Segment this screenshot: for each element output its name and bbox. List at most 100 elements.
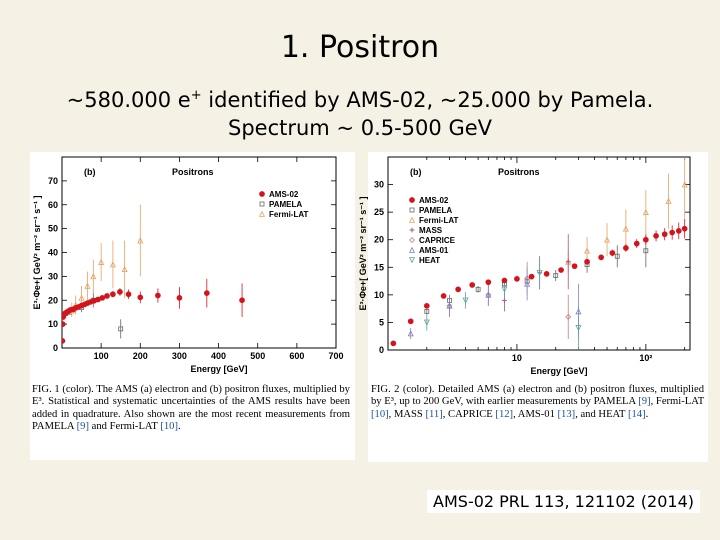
data-point — [424, 308, 430, 314]
caption-ref[interactable]: [9] — [638, 396, 651, 408]
caption-fig-label: FIG. 2 (color). — [371, 384, 435, 395]
data-point — [642, 208, 649, 215]
data-point — [104, 293, 110, 299]
series-pamela — [424, 234, 649, 315]
y-tick-label: 60 — [48, 200, 58, 210]
y-tick-label: 15 — [374, 262, 384, 272]
caption-text: and Fermi-LAT — [89, 420, 161, 432]
caption-ref[interactable]: [10] — [160, 420, 178, 432]
positron-flux-chart-log: 0 5 10 15 20 25 30 10 10² Energy [GeV] E³·Φe+[ GeV… — [358, 156, 691, 376]
x-tick-label: 400 — [211, 351, 226, 361]
legend-marker — [409, 207, 415, 213]
data-point — [99, 295, 106, 301]
slide-subtitle: ~580.000 e+ identified by AMS-02, ~25.00… — [0, 82, 720, 142]
data-point — [565, 259, 571, 265]
data-point — [462, 297, 469, 304]
x-tick-label: 500 — [250, 351, 265, 361]
legend-marker — [408, 246, 416, 253]
data-point — [455, 286, 461, 293]
caption-fig-label: FIG. 1 (color). — [32, 384, 94, 395]
data-point — [176, 295, 183, 301]
data-point — [633, 240, 640, 247]
figure-panel-left: 0 10 20 30 40 50 60 70 100 200 300 400 500 600 700 Ener… — [30, 152, 355, 460]
legend-label: MASS — [419, 226, 443, 235]
data-layer — [62, 204, 245, 344]
data-point — [622, 225, 629, 232]
data-point — [475, 286, 481, 292]
data-point — [536, 270, 543, 277]
y-tick-label: 5 — [379, 317, 384, 327]
legend-label: AMS-02 — [269, 190, 299, 199]
x-tick-label: 300 — [172, 351, 187, 361]
data-point — [543, 271, 550, 277]
y-tick-label: 50 — [48, 224, 58, 234]
caption-text: , CAPRICE — [442, 408, 496, 420]
data-point — [98, 258, 105, 265]
caption-text: . — [177, 420, 181, 432]
legend-label: AMS-02 — [419, 196, 449, 205]
data-point — [485, 279, 492, 286]
caption-ref[interactable]: [13] — [557, 408, 576, 420]
legend-marker — [409, 237, 415, 243]
data-point — [84, 282, 91, 289]
y-axis-label: E³·Φe+[ GeV² m⁻² sr⁻¹ s⁻¹ ] — [358, 197, 368, 311]
y-tick-label: 20 — [48, 295, 58, 305]
legend-marker — [258, 210, 266, 217]
legend-marker — [409, 197, 415, 203]
data-point — [665, 197, 672, 204]
data-point — [121, 265, 128, 273]
y-tick-label: 30 — [48, 271, 58, 281]
data-point — [203, 290, 210, 296]
subtitle-sup: + — [190, 88, 202, 103]
data-point — [117, 289, 123, 295]
panel-label: (b) — [410, 167, 422, 177]
data-point — [653, 233, 659, 239]
x-tick-label: 100 — [94, 351, 109, 361]
caption-ref[interactable]: [9] — [76, 420, 90, 432]
x-axis-label: Energy [GeV] — [530, 366, 587, 376]
data-point — [575, 325, 582, 332]
data-point — [675, 228, 682, 234]
x-tick-label: 10² — [639, 353, 652, 363]
data-point — [407, 330, 414, 337]
caption-text: , AMS-01 — [513, 408, 558, 420]
data-point — [614, 253, 620, 259]
data-point — [609, 250, 616, 256]
y-tick-label: 25 — [374, 207, 384, 217]
data-point — [528, 273, 535, 280]
data-point — [571, 263, 578, 270]
data-point — [125, 291, 132, 298]
data-point — [390, 340, 397, 347]
x-tick-label: 700 — [328, 351, 343, 361]
caption-ref[interactable]: [14] — [627, 408, 646, 420]
data-point — [643, 236, 649, 243]
legend-label: HEAT — [419, 256, 440, 265]
data-point — [553, 273, 559, 278]
x-tick-label: 10 — [512, 353, 522, 363]
caption-ref[interactable]: [12] — [495, 408, 514, 420]
caption-ref[interactable]: [11] — [425, 408, 443, 420]
data-point — [558, 267, 564, 273]
subtitle-line-1: ~580.000 e+ identified by AMS-02, ~25.00… — [0, 82, 720, 114]
data-point — [669, 229, 676, 236]
subtitle-part-a: ~580.000 e — [66, 88, 191, 112]
data-point — [598, 254, 604, 261]
data-point — [155, 292, 161, 299]
figure-caption-left: FIG. 1 (color). The AMS (a) electron and… — [32, 384, 350, 433]
data-point — [440, 293, 447, 299]
caption-text: . — [645, 408, 649, 420]
x-tick-label: 600 — [289, 351, 304, 361]
series-heat — [423, 256, 582, 350]
data-point — [623, 245, 629, 251]
caption-ref[interactable]: [10] — [371, 408, 389, 420]
data-point — [90, 273, 97, 280]
legend-label: AMS-01 — [419, 246, 449, 255]
series-ams-01 — [407, 267, 582, 339]
figure-caption-right: FIG. 2 (color). Detailed AMS (a) electro… — [371, 384, 704, 421]
data-point — [584, 247, 591, 254]
data-point — [239, 297, 245, 304]
panel-label: (b) — [84, 167, 96, 177]
legend-marker — [408, 257, 416, 264]
y-tick-label: 0 — [379, 345, 384, 355]
panel-title: Positrons — [498, 167, 540, 177]
